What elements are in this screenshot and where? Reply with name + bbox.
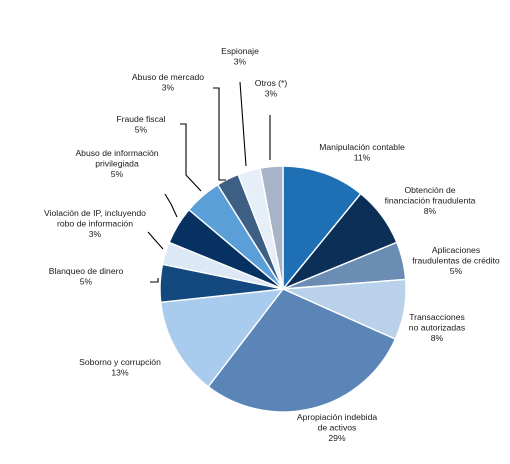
- slice-label: Fraude fiscal 5%: [116, 114, 165, 135]
- slice-label: Blanqueo de dinero 5%: [49, 266, 124, 287]
- pie-slice: [282, 165, 362, 290]
- slice-label: Abuso de mercado 3%: [132, 72, 204, 93]
- slice-label: Manipulación contable 11%: [319, 142, 405, 163]
- slice-label: Abuso de información privilegiada 5%: [75, 148, 158, 179]
- leader-lines: [147, 81, 271, 283]
- leader-line: [239, 81, 247, 167]
- slice-label: Violación de IP, incluyendo robo de infor…: [44, 208, 146, 239]
- slice-labels: Manipulación contable 11% Obtención de fina…: [44, 46, 500, 443]
- pie-slice: [160, 288, 284, 388]
- pie-slice: [207, 288, 397, 413]
- slice-label: Soborno y corrupción 13%: [79, 357, 161, 378]
- leader-line: [164, 193, 178, 218]
- slice-label: Transacciones no autorizadas 8%: [409, 312, 465, 343]
- pie-slice: [259, 165, 284, 290]
- slice-label: Otros (*) 3%: [255, 78, 288, 99]
- leader-line: [213, 87, 226, 181]
- slice-label: Aplicaciones fraudulentas de crédito 5%: [412, 245, 500, 276]
- slice-label: Apropiación indebida de activos 29%: [297, 412, 377, 443]
- slice-label: Espionaje 3%: [221, 46, 259, 67]
- leader-line: [180, 123, 202, 192]
- leader-line: [147, 231, 164, 250]
- pie-slices: [159, 165, 407, 413]
- leader-line: [150, 278, 159, 283]
- slice-label: Obtención de financiación fraudulenta 8%: [385, 185, 476, 216]
